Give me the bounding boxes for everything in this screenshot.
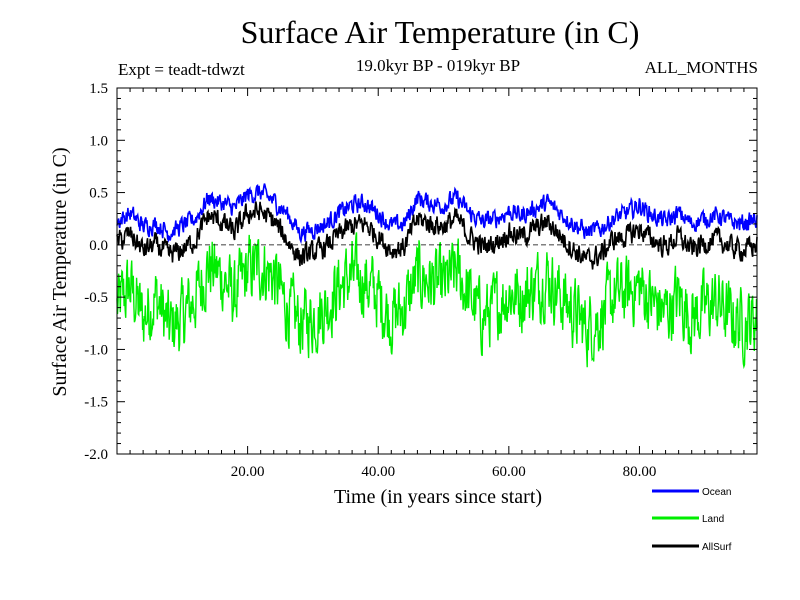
y-tick-label: 1.5 xyxy=(89,81,108,97)
legend-label-allsurf: AllSurf xyxy=(702,542,732,553)
y-tick-label: -2.0 xyxy=(84,447,108,463)
series-layer xyxy=(116,183,758,370)
x-tick-label: 40.00 xyxy=(361,464,395,480)
ticks-layer xyxy=(117,87,757,455)
x-tick-label: 20.00 xyxy=(231,464,265,480)
tick-labels-layer: 20.00 40.00 60.00 80.00 -2.0 -1.5 -1.0 -0.5 0.0 0… xyxy=(84,81,656,480)
months-label: ALL_MONTHS xyxy=(644,58,758,77)
chart-title: Surface Air Temperature (in C) xyxy=(240,14,640,50)
y-tick-label: -1.5 xyxy=(84,395,108,411)
series-line-allsurf xyxy=(116,201,758,270)
y-axis-title: Surface Air Temperature (in C) xyxy=(49,147,71,396)
x-tick-label: 60.00 xyxy=(492,464,526,480)
plot-frame xyxy=(116,87,758,455)
legend-label-ocean: Ocean xyxy=(702,487,731,498)
legend-label-land: Land xyxy=(702,514,724,525)
y-tick-label: 1.0 xyxy=(89,133,108,149)
y-tick-label: 0.0 xyxy=(89,238,108,254)
y-tick-label: -0.5 xyxy=(84,290,108,306)
x-tick-label: 80.00 xyxy=(623,464,657,480)
period-label: 19.0kyr BP - 019kyr BP xyxy=(355,56,521,75)
series-line-land xyxy=(116,232,758,370)
experiment-label: Expt = teadt-tdwzt xyxy=(118,60,245,79)
legend: Ocean Land AllSurf xyxy=(652,487,732,553)
x-axis-title: Time (in years since start) xyxy=(334,486,542,508)
series-line-ocean xyxy=(116,183,758,245)
y-tick-label: 0.5 xyxy=(89,186,108,202)
y-tick-label: -1.0 xyxy=(84,342,108,358)
